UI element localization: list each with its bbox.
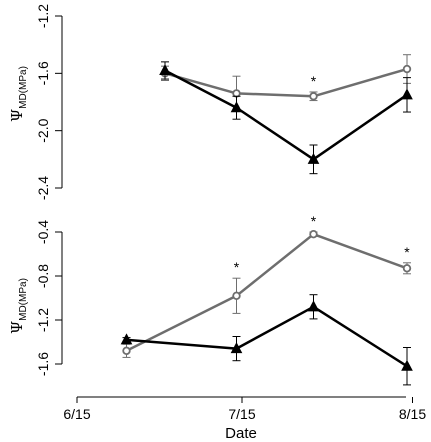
bottom-panel-marks: * * * — [120, 213, 413, 386]
bottom-series-circle-line — [125, 232, 408, 352]
top-y-axis-label: ΨMD(MPa) — [8, 66, 29, 122]
bottom-series-circle — [122, 229, 412, 358]
x-tick-label: 8/15 — [399, 406, 426, 422]
x-tick-label: 7/15 — [228, 406, 255, 422]
top-y-tick-label: -2.0 — [35, 118, 51, 142]
x-tick-label: 6/15 — [63, 406, 90, 422]
top-significance-marker: * — [311, 73, 317, 89]
top-series-circle — [160, 54, 412, 112]
bottom-series-triangle-point — [230, 342, 243, 354]
bottom-y-axis-label-sub: MD(MPa) — [18, 278, 29, 321]
bottom-series-triangle — [120, 294, 413, 386]
top-y-tick-label: -1.2 — [35, 4, 51, 28]
x-axis: 6/15 7/15 8/15 — [63, 396, 426, 422]
chart-marks: * * * * — [120, 54, 413, 386]
top-series-triangle-point — [230, 101, 243, 113]
bottom-significance-marker: * — [404, 244, 410, 260]
top-y-axis: -1.2 -1.6 -2.0 -2.4 — [35, 4, 63, 200]
bottom-y-tick-label: -0.4 — [35, 220, 51, 244]
bottom-y-tick-label: -1.2 — [35, 308, 51, 332]
top-y-tick-label: -2.4 — [35, 176, 51, 200]
bottom-significance-marker: * — [311, 213, 317, 229]
top-y-axis-label-main: Ψ — [8, 109, 26, 122]
top-y-tick-label: -1.6 — [35, 61, 51, 85]
bottom-series-triangle-point — [401, 359, 413, 371]
bottom-y-tick-label: -0.8 — [35, 264, 51, 288]
bottom-series-triangle-point — [307, 300, 320, 312]
bottom-y-axis-label: ΨMD(MPa) — [8, 278, 29, 334]
bottom-y-axis: -0.4 -0.8 -1.2 -1.6 — [35, 220, 63, 376]
bottom-series-circle-point — [309, 229, 318, 239]
bottom-series-circle-point — [122, 346, 131, 355]
bottom-significance-marker: * — [234, 259, 240, 275]
top-series-triangle-point — [159, 63, 171, 76]
top-y-axis-label-sub: MD(MPa) — [18, 66, 29, 109]
bottom-series-triangle-line — [126, 305, 408, 368]
top-series-triangle-point — [307, 152, 320, 164]
bottom-series-circle-point — [402, 264, 412, 273]
x-axis-label: Date — [225, 425, 257, 442]
bottom-series-circle-point — [232, 291, 241, 300]
top-series-triangle-line — [164, 69, 408, 161]
top-series-circle-point — [309, 92, 318, 101]
top-series-circle-point — [232, 89, 241, 98]
top-series-triangle — [159, 61, 413, 175]
top-series-circle-line — [164, 67, 408, 98]
bottom-y-tick-label: -1.6 — [35, 352, 51, 376]
top-series-circle-point — [402, 64, 412, 74]
bottom-series-triangle-point — [120, 333, 133, 345]
top-series-triangle-point — [401, 88, 413, 100]
bottom-y-axis-label-main: Ψ — [8, 321, 26, 334]
top-panel-marks: * — [159, 54, 413, 175]
